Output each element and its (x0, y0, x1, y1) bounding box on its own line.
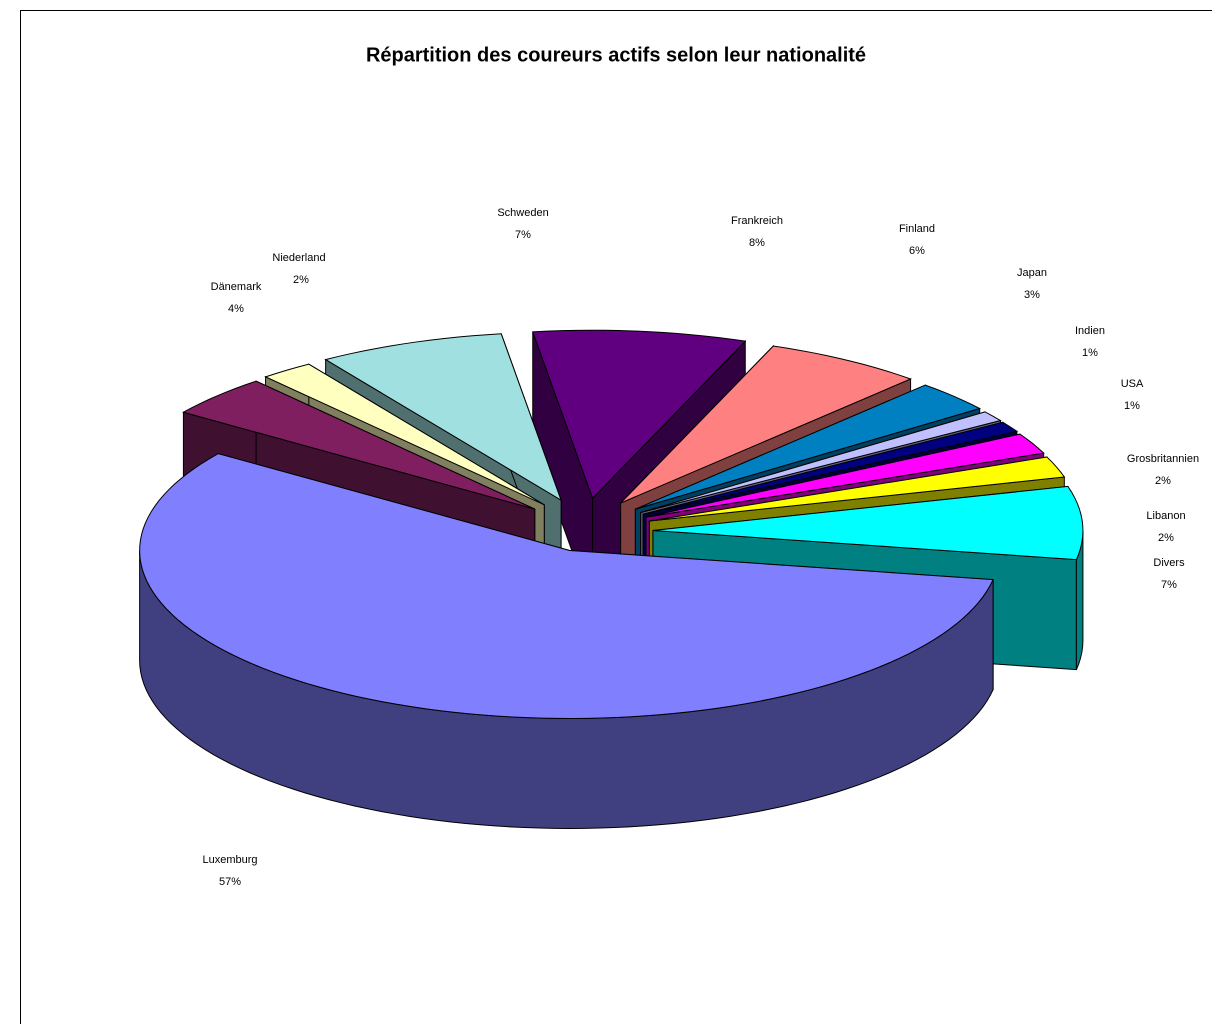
slice-top (620, 345, 912, 504)
slice-top (649, 456, 1066, 522)
value-label: 1% (1082, 347, 1098, 359)
slice-top (532, 329, 747, 500)
chart-title: Répartition des coureurs actifs selon le… (366, 44, 866, 66)
slice-label: Finland (899, 223, 935, 235)
slice-top (139, 453, 994, 719)
slice-top (642, 421, 1019, 515)
slice-top (652, 485, 1084, 561)
slice-label: Libanon (1146, 510, 1185, 522)
value-label: 1% (1124, 400, 1140, 412)
slice-top (646, 433, 1045, 518)
value-label: 2% (1158, 532, 1174, 544)
slice-label: Divers (1153, 557, 1185, 569)
value-label: 7% (1161, 579, 1177, 591)
slice-label: Niederland (272, 252, 325, 264)
slice-label: Grosbritannien (1127, 453, 1199, 465)
slice-top (640, 411, 1002, 513)
value-label: 2% (1155, 475, 1171, 487)
slice-label: Indien (1075, 325, 1105, 337)
slice-top (182, 380, 535, 510)
value-label: 8% (749, 237, 765, 249)
value-label: 4% (228, 303, 244, 315)
value-label: 7% (515, 229, 531, 241)
value-label: 57% (219, 876, 241, 888)
pie-slice (139, 452, 994, 829)
slice-top (635, 384, 982, 510)
slice-label: USA (1121, 378, 1144, 390)
slice-top (324, 333, 563, 502)
slice-label: Schweden (497, 207, 548, 219)
value-label: 6% (909, 245, 925, 257)
slice-label: Frankreich (731, 215, 783, 227)
value-label: 3% (1024, 289, 1040, 301)
slice-label: Dänemark (211, 281, 262, 293)
slice-label: Japan (1017, 267, 1047, 279)
slice-label: Luxemburg (202, 854, 257, 866)
slice-top (264, 363, 545, 506)
value-label: 2% (293, 274, 309, 286)
